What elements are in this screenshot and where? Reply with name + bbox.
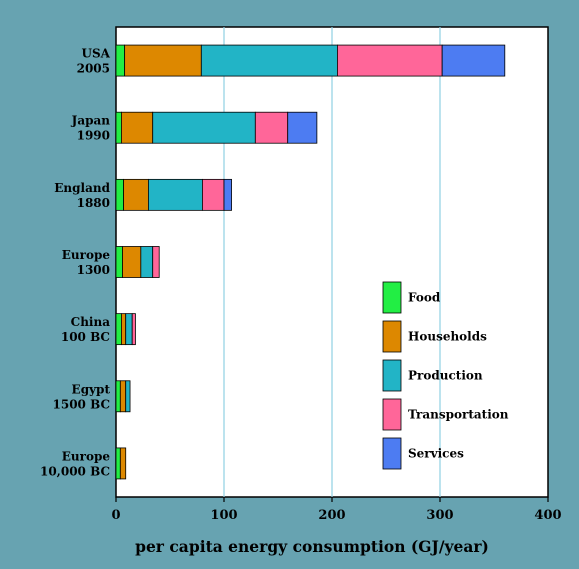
bar-segment [125,380,131,413]
bar-segment [121,111,154,144]
x-tick-label: 200 [318,508,345,523]
bar-segment [125,313,133,346]
legend-swatch [382,359,402,392]
bar-segment [122,246,142,278]
category-label: 2005 [77,62,110,76]
bar-segment [287,111,318,144]
bar-segment [123,178,149,211]
legend-swatch [382,398,402,431]
bar-segment [115,44,126,77]
bars [115,44,506,480]
x-tick-label: 300 [426,508,453,523]
bar-segment [121,313,127,346]
category-label: Europe [62,248,111,262]
x-tick-label: 100 [210,508,237,523]
x-tick-label: 400 [534,508,561,523]
category-label: 1500 BC [53,397,111,411]
category-label: England [54,181,110,195]
bar-segment [152,111,256,144]
bar-segment [131,313,136,346]
x-tick-label: 0 [111,508,120,523]
category-label: 1300 [77,263,110,277]
x-axis-ticks: 0 100 200 300 400 [111,497,562,523]
legend-label: Food [408,291,441,305]
bar-segment [140,246,154,278]
bar-segment [147,178,203,211]
legend: Food Households Production Transportation Se… [382,281,509,470]
bar-segment [441,44,506,77]
category-label: Japan [71,114,111,128]
bar-segment [119,447,127,480]
bar-segment [115,313,122,346]
legend-label: Households [408,330,487,344]
category-label: Europe [62,449,111,463]
category-label: 100 BC [61,330,110,344]
grid-lines [223,27,441,497]
category-label: 10,000 BC [40,464,110,478]
legend-label: Services [408,447,464,461]
legend-swatch [382,437,402,470]
legend-label: Production [408,369,483,383]
bar-segment [115,246,123,278]
category-label: USA [82,47,111,61]
category-label: China [71,315,111,329]
legend-swatch [382,281,402,314]
bar-segment [115,447,121,480]
bar-segment [254,111,289,144]
bar-segment [119,380,127,413]
bar-segment [115,380,121,413]
category-label: Egypt [72,382,111,396]
bar-segment [336,44,443,77]
bar-segment [200,44,338,77]
bar-segment [115,178,124,211]
category-label: 1990 [77,129,110,143]
x-axis-label: per capita energy consumption (GJ/year) [135,537,489,556]
bar-segment [152,246,160,278]
bar-segment [201,178,225,211]
bar-segment [115,111,122,144]
bar-segment [124,44,202,77]
legend-label: Transportation [408,408,509,422]
category-label: 1880 [77,196,110,210]
category-labels: USA2005Japan1990England1880Europe1300Chi… [40,47,111,479]
legend-swatch [382,320,402,353]
bar-segment [223,178,232,211]
